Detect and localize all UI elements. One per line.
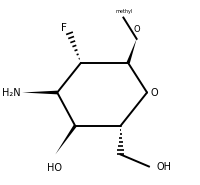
Polygon shape — [55, 125, 77, 154]
Polygon shape — [22, 91, 57, 94]
Text: OH: OH — [157, 162, 172, 172]
Text: F: F — [61, 23, 67, 33]
Text: methyl: methyl — [116, 9, 133, 14]
Text: HO: HO — [47, 163, 62, 173]
Text: O: O — [151, 88, 158, 98]
Text: O: O — [133, 25, 140, 34]
Text: H₂N: H₂N — [2, 88, 20, 97]
Polygon shape — [127, 39, 137, 63]
